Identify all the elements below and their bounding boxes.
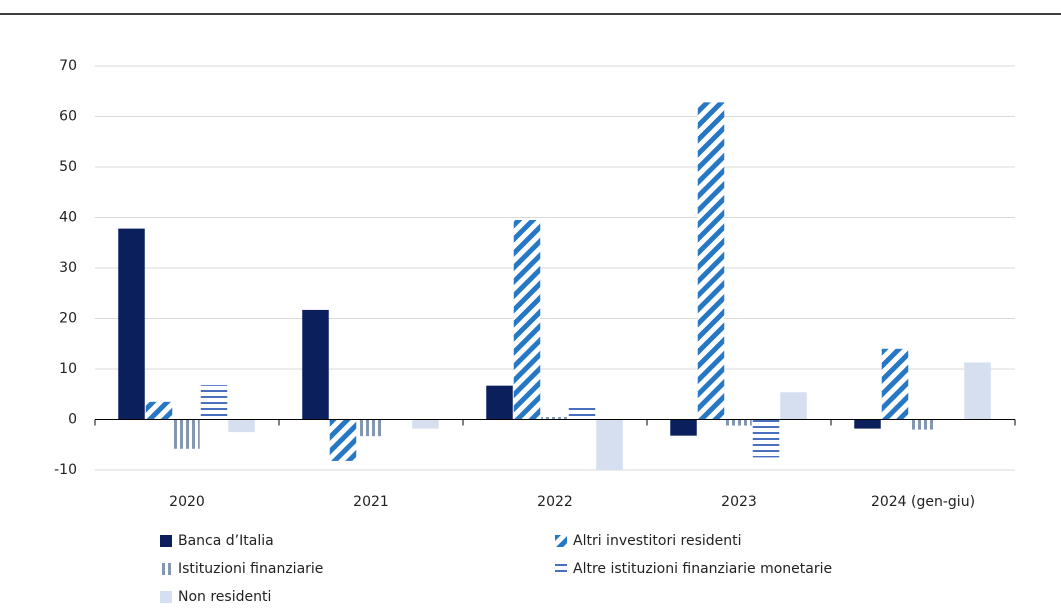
y-tick-label: 30 — [59, 260, 77, 276]
bar — [302, 309, 329, 420]
legend-label: Banca d’Italia — [178, 533, 274, 549]
bar — [780, 392, 807, 420]
legend-label: Altre istituzioni finanziarie monetarie — [573, 561, 832, 577]
y-tick-label: 10 — [59, 361, 77, 377]
y-tick-label: -10 — [54, 462, 77, 478]
y-tick-label: 60 — [59, 109, 77, 125]
bar — [513, 220, 541, 420]
bar — [228, 419, 255, 433]
y-tick-label: 70 — [59, 58, 77, 74]
bar — [881, 348, 909, 420]
y-tick-label: 20 — [59, 311, 77, 327]
legend-swatch — [160, 535, 172, 547]
legend-swatch — [160, 591, 172, 603]
bar — [909, 419, 936, 430]
bar — [697, 102, 725, 420]
bar — [173, 419, 200, 449]
bar — [329, 419, 357, 461]
bar — [752, 419, 780, 458]
x-tick-label: 2021 — [353, 494, 389, 510]
bar — [568, 406, 596, 420]
bar — [541, 416, 568, 420]
legend-label: Istituzioni finanziarie — [178, 561, 323, 577]
bar — [200, 385, 228, 420]
bar — [118, 228, 145, 420]
legend-label: Altri investitori residenti — [573, 533, 742, 549]
bar — [964, 362, 991, 420]
bar — [486, 385, 513, 420]
bar — [412, 419, 439, 429]
x-tick-label: 2022 — [537, 494, 573, 510]
x-tick-label: 2024 (gen-giu) — [871, 494, 975, 510]
legend-swatch — [555, 563, 567, 575]
bar — [670, 419, 697, 436]
legend-label: Non residenti — [178, 589, 271, 605]
legend-swatch — [555, 535, 567, 547]
y-tick-label: 50 — [59, 159, 77, 175]
bar — [725, 419, 752, 426]
legend-swatch — [160, 563, 172, 575]
x-tick-label: 2023 — [721, 494, 757, 510]
bar — [854, 419, 881, 429]
bar — [357, 419, 384, 437]
bar — [145, 401, 173, 420]
x-tick-label: 2020 — [169, 494, 205, 510]
y-tick-label: 40 — [59, 210, 77, 226]
bar — [596, 419, 623, 470]
y-tick-label: 0 — [68, 412, 77, 428]
